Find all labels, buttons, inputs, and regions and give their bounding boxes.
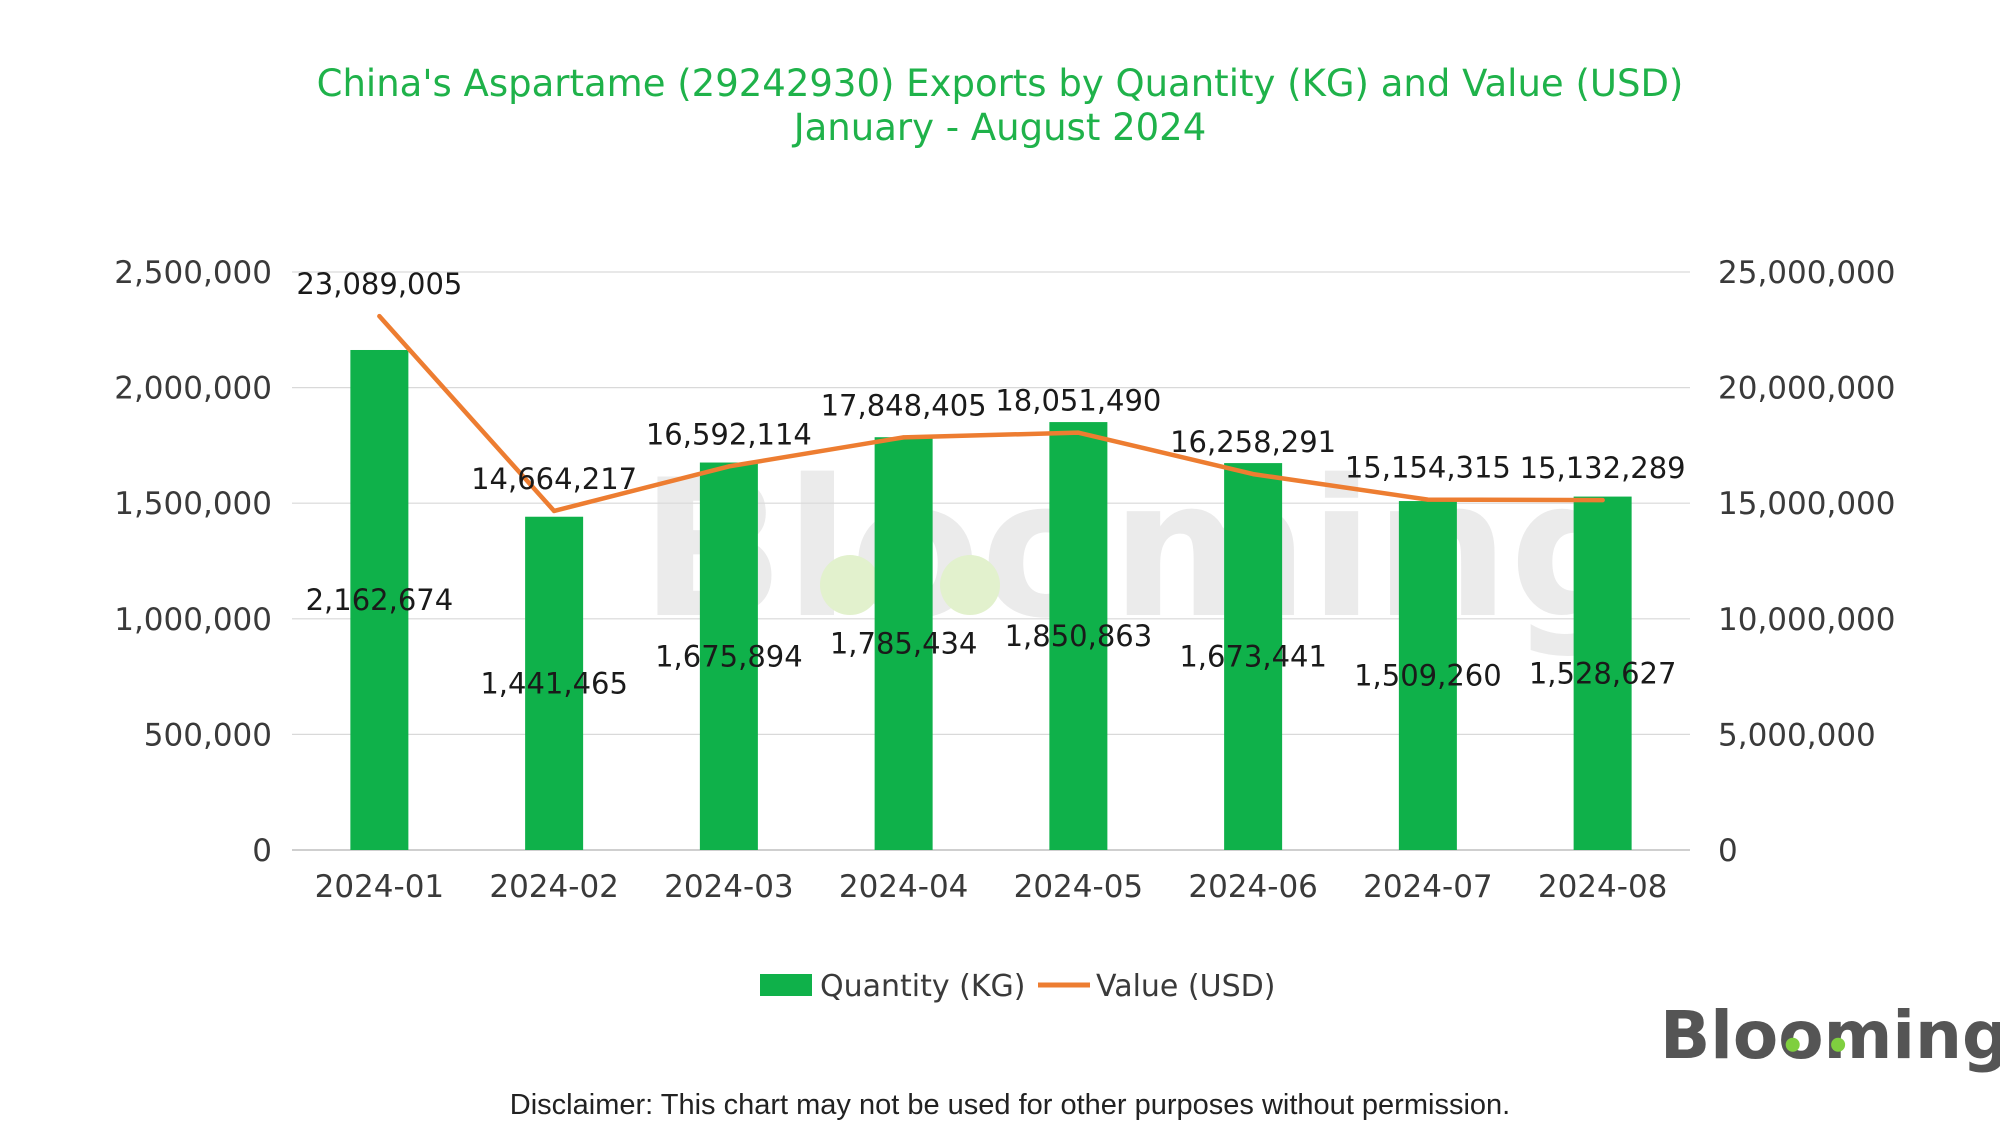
line-point	[1251, 472, 1256, 477]
x-axis-tick-label: 2024-04	[839, 869, 969, 905]
value-line	[377, 313, 1605, 514]
bar-data-label: 1,528,627	[1529, 656, 1677, 690]
line-point	[552, 508, 557, 513]
left-axis-tick-label: 1,000,000	[114, 602, 272, 638]
x-axis-tick-label: 2024-08	[1538, 869, 1668, 905]
left-axis-tick-label: 2,000,000	[114, 371, 272, 407]
bar-data-label: 2,162,674	[306, 583, 454, 617]
line-data-label: 14,664,217	[471, 462, 637, 496]
line-data-labels: 23,089,005 14,664,217 16,592,114 17,848,405…	[296, 267, 1685, 496]
logo: Blooming	[1660, 997, 2000, 1074]
logo-eye-right-icon	[1831, 1037, 1846, 1052]
bar-series-quantity	[350, 349, 1632, 850]
line-point	[726, 464, 731, 469]
line-data-label: 18,051,490	[995, 384, 1161, 418]
watermark: Blooming	[640, 439, 1645, 660]
legend: Quantity (KG) Value (USD)	[760, 969, 1275, 1004]
x-axis: 2024-01 2024-02 2024-03 2024-04 2024-05 2024-…	[315, 869, 1668, 905]
left-axis-tick-label: 2,500,000	[114, 255, 272, 291]
left-axis: 0 500,000 1,000,000 1,500,000 2,000,000 2,500…	[114, 255, 272, 869]
left-axis-tick-label: 0	[252, 833, 272, 869]
right-axis-tick-label: 25,000,000	[1718, 255, 1896, 291]
bar-data-label: 1,673,441	[1179, 640, 1327, 674]
x-axis-tick-label: 2024-07	[1363, 869, 1493, 905]
bar	[874, 437, 933, 850]
bar	[1224, 463, 1283, 850]
watermark-eye-left-icon	[820, 555, 880, 615]
right-axis: 0 5,000,000 10,000,000 15,000,000 20,000,000…	[1718, 255, 1896, 869]
line-data-label: 23,089,005	[296, 267, 462, 301]
watermark-text: Blooming	[640, 439, 1645, 660]
right-axis-tick-label: 0	[1718, 833, 1738, 869]
line-point	[377, 314, 382, 319]
logo-eye-left-icon	[1785, 1037, 1800, 1052]
line-point	[901, 435, 906, 440]
legend-value-label: Value (USD)	[1096, 969, 1275, 1004]
chart-subtitle: January - August 2024	[792, 106, 1207, 149]
chart-title: China's Aspartame (29242930) Exports by …	[317, 62, 1684, 105]
x-axis-tick-label: 2024-06	[1188, 869, 1318, 905]
bar-data-labels: 2,162,674 1,441,465 1,675,894 1,785,434 1,85…	[306, 583, 1677, 700]
right-axis-tick-label: 15,000,000	[1718, 486, 1896, 522]
bar	[699, 462, 758, 850]
line-data-label: 15,154,315	[1345, 451, 1511, 485]
left-axis-tick-label: 1,500,000	[114, 486, 272, 522]
bar	[350, 349, 409, 850]
watermark-eye-right-icon	[940, 555, 1000, 615]
bar	[1049, 422, 1108, 850]
line-point	[1600, 498, 1605, 503]
line-data-label: 16,592,114	[646, 417, 812, 451]
legend-quantity-label: Quantity (KG)	[820, 969, 1026, 1004]
right-axis-tick-label: 10,000,000	[1718, 602, 1896, 638]
gridlines	[292, 271, 1690, 851]
bar-data-label: 1,441,465	[480, 666, 628, 700]
bar-data-label: 1,785,434	[830, 627, 978, 661]
line-series-value	[377, 313, 1605, 514]
right-axis-tick-label: 5,000,000	[1718, 717, 1876, 753]
x-axis-tick-label: 2024-03	[664, 869, 794, 905]
x-axis-tick-label: 2024-02	[489, 869, 619, 905]
bar	[525, 516, 584, 850]
disclaimer: Disclaimer: This chart may not be used f…	[510, 1089, 1510, 1121]
x-axis-tick-label: 2024-01	[315, 869, 445, 905]
line-data-label: 17,848,405	[821, 388, 987, 422]
bar-data-label: 1,850,863	[1005, 619, 1153, 653]
left-axis-tick-label: 500,000	[144, 717, 272, 753]
line-data-label: 15,132,289	[1520, 451, 1686, 485]
legend-quantity-swatch	[760, 974, 812, 996]
bar-data-label: 1,509,260	[1354, 659, 1502, 693]
bar	[1398, 501, 1457, 850]
right-axis-tick-label: 20,000,000	[1718, 371, 1896, 407]
line-point	[1076, 430, 1081, 435]
x-axis-tick-label: 2024-05	[1014, 869, 1144, 905]
line-point	[1425, 497, 1430, 502]
bar	[1573, 496, 1632, 850]
line-data-label: 16,258,291	[1170, 425, 1336, 459]
bar-data-label: 1,675,894	[655, 639, 803, 673]
logo-text: Blooming	[1660, 997, 2000, 1074]
